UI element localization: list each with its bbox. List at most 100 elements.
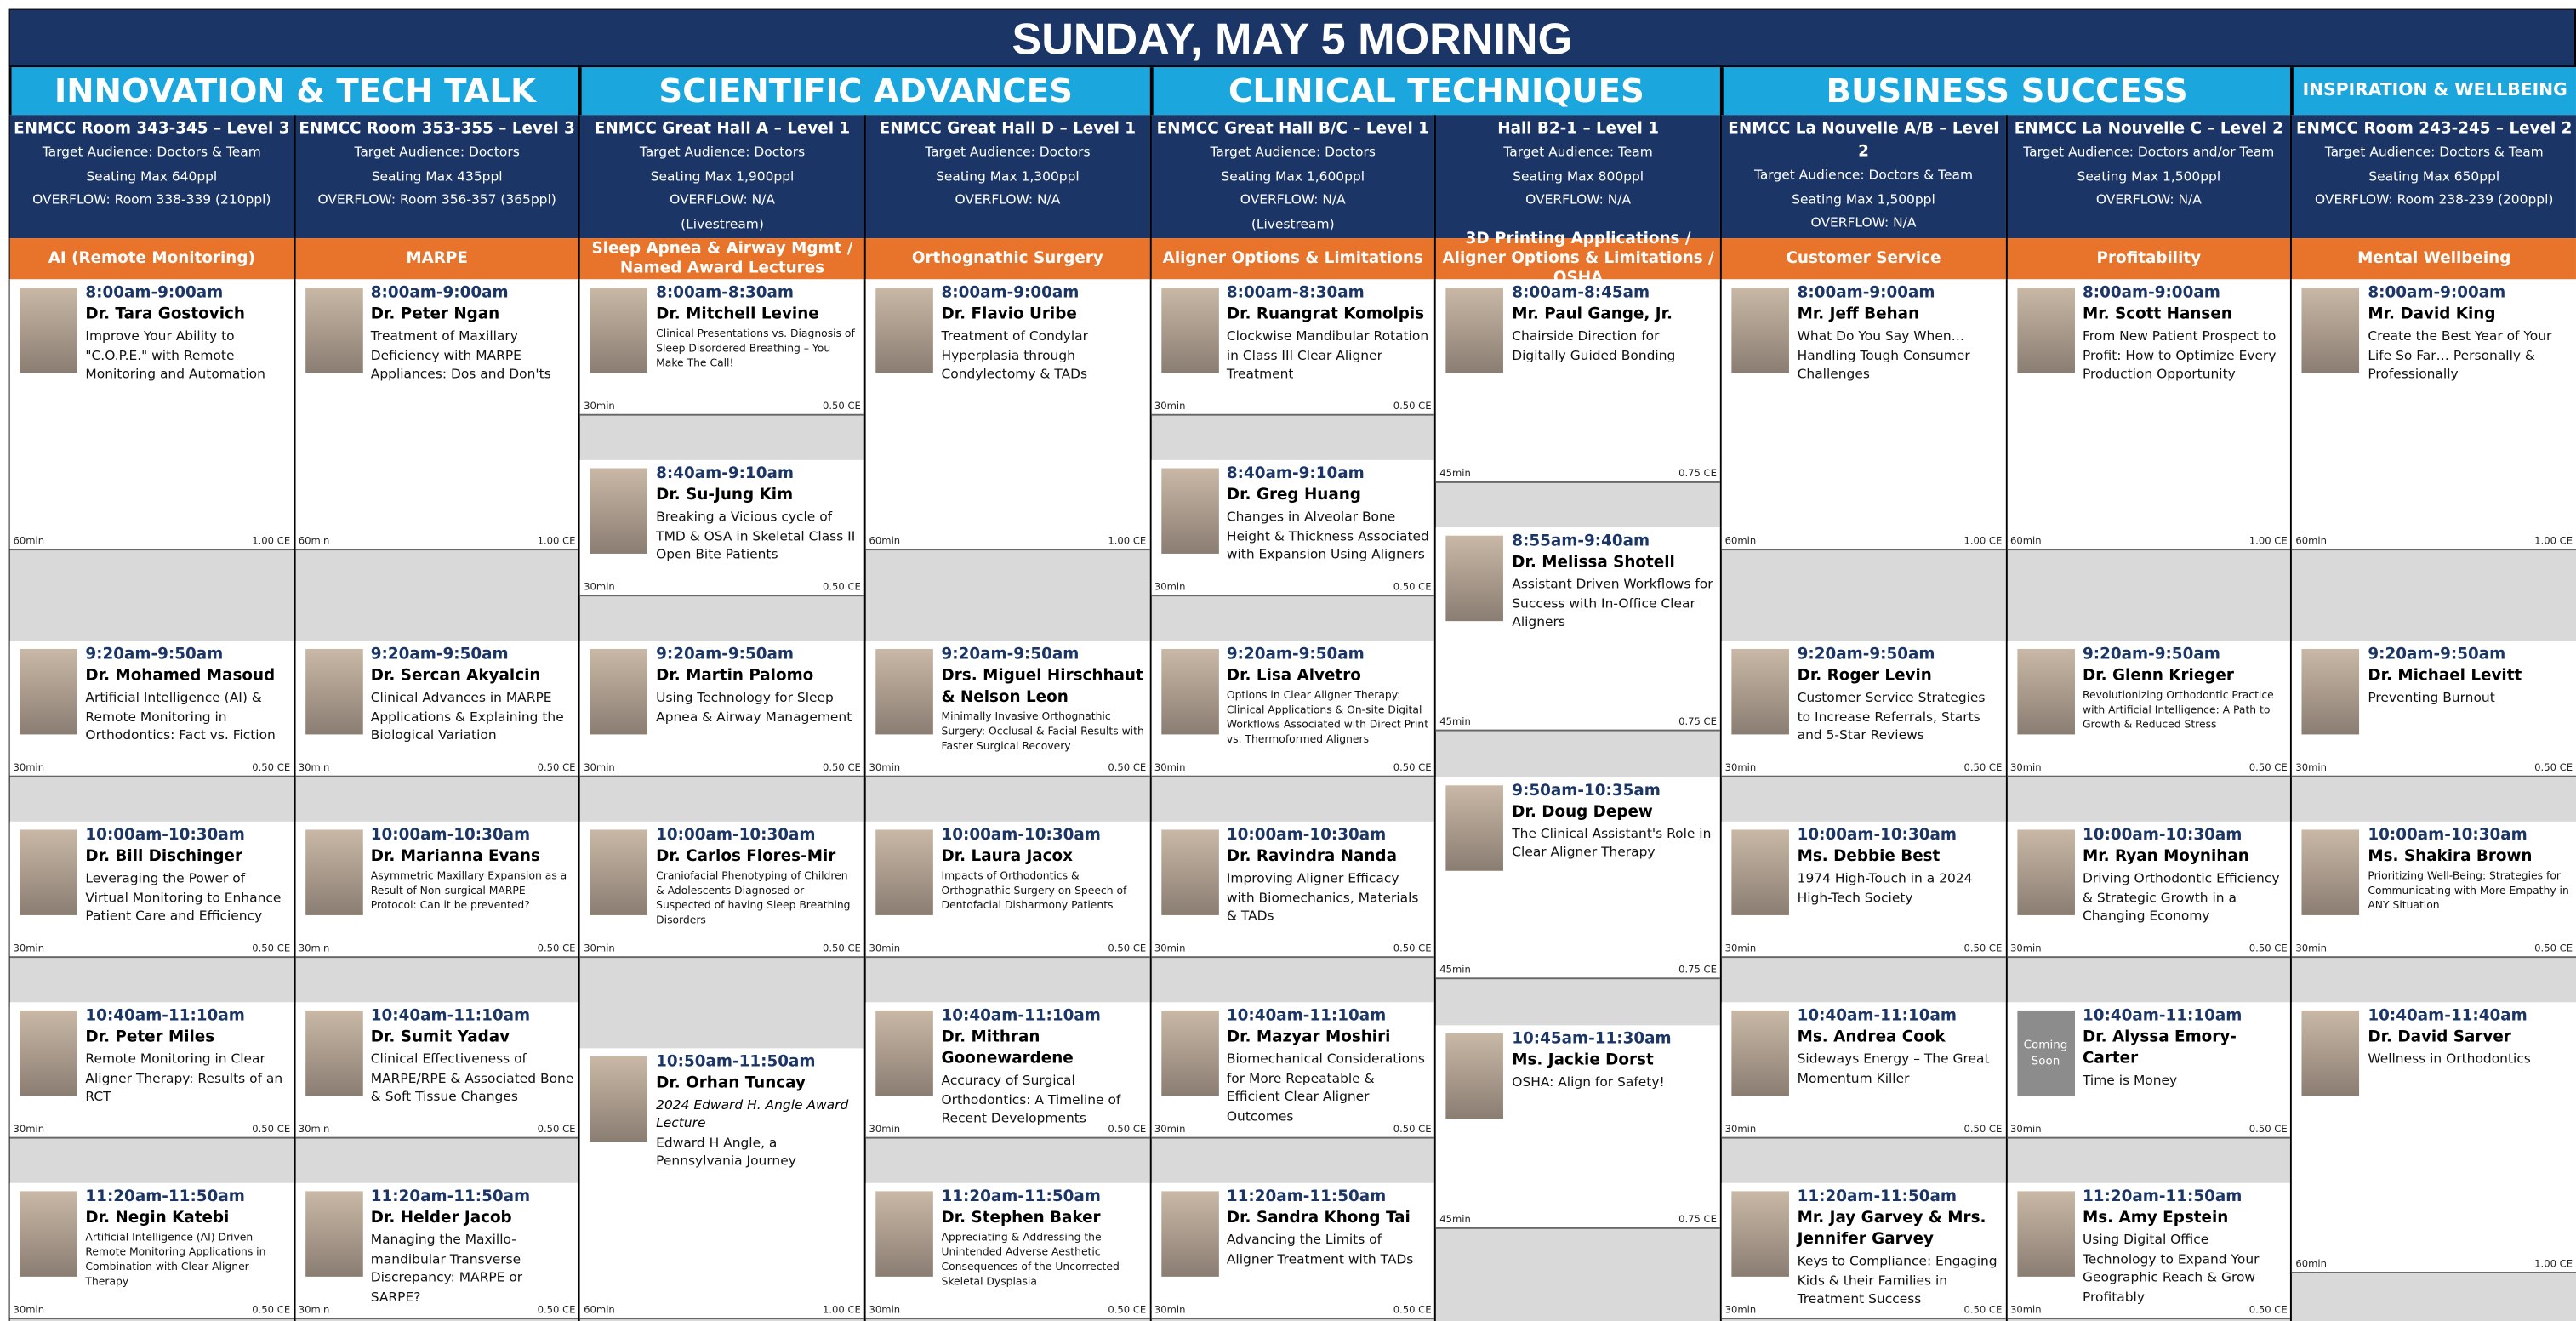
session-title: Clinical Effectiveness of MARPE/RPE & As…	[370, 1051, 574, 1105]
session-time: 10:00am-10:30am	[2082, 826, 2243, 845]
session-title: Preventing Burnout	[2368, 690, 2495, 705]
session-ce: 0.50 CE	[1963, 1123, 2003, 1135]
session-title: Advancing the Limits of Aligner Treatmen…	[1226, 1232, 1414, 1267]
room-detail: Seating Max 1,500ppl	[1792, 191, 1935, 207]
speaker-name: Dr. Mithran Goonewardene	[941, 1028, 1074, 1068]
session: 10:00am-10:30am Mr. Ryan Moynihan Driving …	[2007, 821, 2291, 958]
speaker-name: Dr. Ruangrat Komolpis	[1226, 305, 1425, 324]
session-text: 10:00am-10:30am Dr. Ravindra Nanda Improvi…	[1227, 825, 1430, 926]
session: 9:20am-9:50am Dr. Sercan Akyalcin Clinical…	[294, 641, 579, 777]
speaker-name: Dr. Martin Palomo	[656, 667, 814, 686]
room-info: Hall B2-1 – Level 1 Target Audience: Team…	[1434, 115, 1720, 239]
speaker-photo	[1160, 648, 1219, 735]
session-title: Managing the Maxillo-mandibular Transver…	[370, 1232, 523, 1304]
room-detail: Target Audience: Doctors	[639, 144, 806, 160]
session-text: 10:00am-10:30am Ms. Debbie Best 1974 High-…	[1798, 825, 2001, 908]
room-detail: OVERFLOW: N/A	[1810, 215, 1917, 231]
session-ce: 0.50 CE	[2534, 942, 2573, 954]
speaker-name: Dr. Mazyar Moshiri	[1226, 1028, 1391, 1047]
session-ce: 0.50 CE	[252, 1303, 291, 1316]
session: 10:00am-10:30am Dr. Marianna Evans Asymmet…	[294, 821, 579, 958]
room-name: ENMCC Room 353-355 – Level 3	[299, 120, 575, 139]
session-text: 10:45am-11:30am Ms. Jackie Dorst OSHA: Ali…	[1512, 1028, 1715, 1091]
session-time: 11:20am-11:50am	[85, 1187, 245, 1206]
session-ce: 0.50 CE	[1963, 1303, 2003, 1316]
session-title: Minimally Invasive Orthognathic Surgery:…	[941, 709, 1144, 753]
session-column: 8:00am-9:00am Dr. Flavio Uribe Treatment o…	[863, 279, 1150, 1321]
speaker-name: Dr. Melissa Shotell	[1512, 554, 1675, 572]
speaker-name: Dr. Marianna Evans	[370, 847, 540, 866]
room-detail: Target Audience: Doctors & Team	[2324, 144, 2544, 160]
room-info: ENMCC Great Hall D – Level 1 Target Audie…	[863, 115, 1150, 239]
session: 10:40am-11:10am Dr. Mazyar Moshiri Biomech…	[1151, 1002, 1435, 1138]
session-ce: 0.75 CE	[1678, 716, 1717, 728]
session: 11:20am-11:50am Dr. Stephen Baker Apprecia…	[865, 1182, 1150, 1319]
session-duration: 60min	[2010, 535, 2042, 548]
speaker-photo	[2302, 288, 2360, 373]
session-title: Remote Monitoring in Clear Aligner Thera…	[85, 1051, 283, 1105]
session: Coming Soon 10:40am-11:10am Dr. Alyssa Emo…	[2007, 1002, 2291, 1138]
session-text: 9:20am-9:50am Dr. Michael Levitt Preventin…	[2368, 644, 2571, 707]
speaker-photo	[1160, 468, 1219, 554]
session-ce: 0.75 CE	[1678, 468, 1717, 480]
session-title: OSHA: Align for Safety!	[1512, 1073, 1665, 1090]
session: 9:20am-9:50am Dr. Lisa Alvetro Options in …	[1151, 641, 1435, 777]
speaker-photo	[1160, 1010, 1219, 1096]
session-ce: 1.00 CE	[822, 1303, 861, 1316]
speaker-name: Dr. Mitchell Levine	[656, 305, 819, 324]
session-time: 8:55am-9:40am	[1512, 532, 1650, 551]
session-text: 8:00am-8:30am Dr. Ruangrat Komolpis Clockw…	[1227, 282, 1430, 384]
session: 10:40am-11:10am Dr. Mithran Goonewardene A…	[865, 1002, 1150, 1138]
session-duration: 30min	[13, 1303, 45, 1316]
speaker-name: Dr. Su-Jung Kim	[656, 486, 794, 505]
session-text: 10:40am-11:10am Dr. Mazyar Moshiri Biomech…	[1227, 1005, 1430, 1125]
session-title: Impacts of Orthodontics & Orthognathic S…	[941, 868, 1127, 913]
session-title: Accuracy of Surgical Orthodontics: A Tim…	[941, 1073, 1121, 1126]
session-duration: 30min	[869, 1303, 901, 1316]
session-text: 10:00am-10:30am Dr. Laura Jacox Impacts of…	[942, 825, 1145, 914]
session-text: 9:20am-9:50am Dr. Mohamed Masoud Artificia…	[85, 644, 288, 745]
session-text: 8:00am-9:00am Mr. David King Create the Be…	[2368, 282, 2571, 384]
session-time: 8:40am-9:10am	[656, 464, 795, 483]
session: 10:50am-11:50am Dr. Orhan Tuncay 2024 Edwa…	[580, 1047, 864, 1319]
speaker-photo	[1731, 1191, 1789, 1277]
room-detail: OVERFLOW: Room 338-339 (210ppl)	[32, 191, 271, 208]
session-text: 9:20am-9:50am Dr. Roger Levin Customer Ser…	[1798, 644, 2001, 745]
session-ce: 0.50 CE	[822, 942, 861, 954]
session-ce: 0.75 CE	[1678, 1213, 1717, 1226]
session: 10:00am-10:30am Ms. Debbie Best 1974 High-…	[1721, 821, 2006, 958]
session-ce: 0.50 CE	[252, 1123, 291, 1135]
session-duration: 30min	[869, 761, 901, 773]
speaker-photo	[590, 288, 648, 373]
room-detail: OVERFLOW: N/A	[955, 191, 1061, 208]
session-time: 9:20am-9:50am	[370, 646, 509, 664]
room-detail: Target Audience: Doctors	[925, 144, 1091, 160]
session-text: 10:00am-10:30am Mr. Ryan Moynihan Driving …	[2083, 825, 2286, 926]
room-name: ENMCC Room 343-345 – Level 3	[14, 120, 290, 139]
session-text: 8:55am-9:40am Dr. Melissa Shotell Assistan…	[1512, 531, 1715, 632]
session-time: 10:00am-10:30am	[941, 826, 1101, 845]
session-duration: 45min	[1439, 965, 1471, 977]
speaker-name: Dr. Sumit Yadav	[370, 1028, 510, 1047]
session-ce: 1.00 CE	[252, 535, 291, 548]
speaker-name: Dr. Doug Depew	[1512, 802, 1653, 821]
session-text: 10:00am-10:30am Dr. Bill Dischinger Levera…	[85, 825, 288, 926]
session-title: Time is Money	[2082, 1073, 2178, 1088]
speaker-name: Mr. Paul Gange, Jr.	[1512, 305, 1673, 324]
room-detail: Seating Max 800ppl	[1513, 168, 1644, 184]
session-time: 10:40am-11:10am	[370, 1007, 531, 1026]
session-time: 9:20am-9:50am	[2368, 646, 2506, 664]
session-title: Clinical Advances in MARPE Applications …	[370, 690, 564, 743]
session: 8:55am-9:40am Dr. Melissa Shotell Assistan…	[1436, 527, 1720, 732]
speaker-name: Dr. Sandra Khong Tai	[1226, 1209, 1411, 1227]
speaker-name: Dr. Roger Levin	[1797, 667, 1932, 686]
session-duration: 30min	[1724, 1303, 1757, 1316]
room-detail: Seating Max 650ppl	[2368, 168, 2500, 184]
session-text: 10:40am-11:10am Ms. Andrea Cook Sideways E…	[1798, 1005, 2001, 1088]
session-time: 8:00am-8:45am	[1512, 284, 1650, 303]
session-time: 9:20am-9:50am	[656, 646, 795, 664]
session-duration: 60min	[2295, 1258, 2327, 1271]
session-time: 11:20am-11:50am	[941, 1187, 1101, 1206]
session: 11:20am-11:50am Dr. Sandra Khong Tai Advan…	[1151, 1182, 1435, 1319]
track-header: CLINICAL TECHNIQUES	[1149, 67, 1720, 116]
